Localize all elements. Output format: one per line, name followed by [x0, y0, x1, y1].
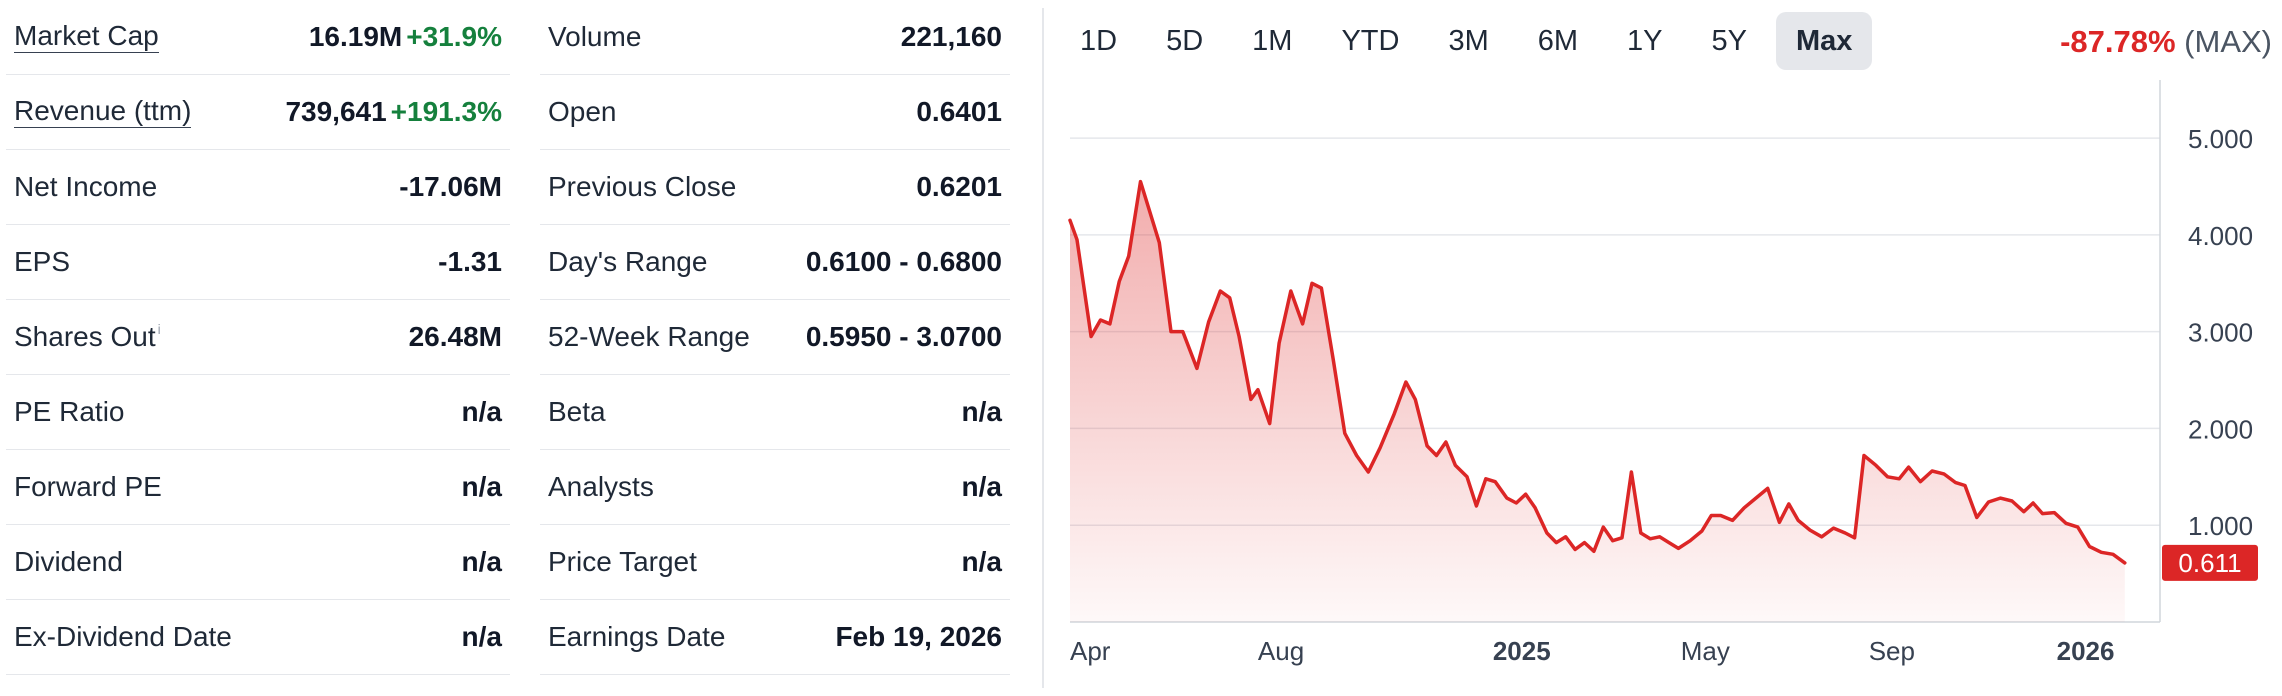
- stat-label: Analysts: [548, 471, 654, 502]
- y-tick-label: 2.000: [2188, 414, 2253, 444]
- range-button-max[interactable]: Max: [1776, 12, 1873, 70]
- y-tick-label: 1.000: [2188, 511, 2253, 541]
- stat-label: Open: [548, 96, 617, 127]
- stat-value: 221,160: [900, 21, 1002, 52]
- stat-value: n/a: [961, 546, 1002, 577]
- stat-value: n/a: [461, 396, 502, 427]
- x-tick-label: 2025: [1493, 636, 1551, 666]
- stats-table-left: Market Cap 16.19M +31.9% Revenue (ttm) 739,6…: [6, 0, 510, 675]
- range-button-1y[interactable]: 1Y: [1627, 25, 1663, 57]
- stat-change: +191.3%: [390, 96, 502, 127]
- range-button-5d[interactable]: 5D: [1166, 25, 1204, 57]
- x-tick-label: 2026: [2057, 636, 2115, 666]
- stat-label: Dividend: [14, 546, 123, 577]
- stat-label: Forward PE: [14, 471, 162, 502]
- column-divider: [1042, 8, 1044, 688]
- stat-value: 16.19M +31.9%: [308, 21, 502, 52]
- price-chart: 1.000 2.000 3.000 4.000 5.000 Apr Aug 2025 May Se…: [1068, 80, 2258, 666]
- stat-label: Price Target: [548, 546, 697, 577]
- performance-period: (MAX): [2184, 24, 2272, 59]
- stat-label[interactable]: Market Cap: [14, 20, 159, 53]
- stat-row-dividend: Dividend n/a: [6, 525, 510, 600]
- x-tick-label: Aug: [1258, 636, 1304, 666]
- stat-value: n/a: [961, 471, 1002, 502]
- range-button-1d[interactable]: 1D: [1080, 25, 1118, 57]
- x-tick-label: May: [1681, 636, 1730, 666]
- range-button-5y[interactable]: 5Y: [1711, 25, 1748, 57]
- stat-value: -17.06M: [399, 171, 502, 202]
- x-tick-label: Sep: [1869, 636, 1915, 666]
- info-icon[interactable]: i: [157, 321, 161, 337]
- stat-label: Previous Close: [548, 171, 737, 202]
- y-tick-label: 3.000: [2188, 318, 2253, 348]
- stat-value: n/a: [961, 396, 1002, 427]
- stat-label: Day's Range: [548, 246, 708, 277]
- stat-value: n/a: [461, 471, 502, 502]
- stat-label: Volume: [548, 21, 642, 52]
- price-line: [1068, 179, 2127, 565]
- last-price-badge: [2162, 544, 2258, 581]
- stat-value: 0.6401: [916, 96, 1002, 127]
- stat-label: 52-Week Range: [548, 321, 750, 352]
- stat-change: +31.9%: [406, 21, 502, 52]
- price-area: [1070, 181, 2125, 622]
- stat-label: PE Ratio: [14, 396, 125, 427]
- stat-row-revenue-ttm: Revenue (ttm) 739,641 +191.3%: [6, 75, 510, 150]
- stat-label: Net Income: [14, 171, 158, 202]
- stat-row-52-week-range: 52-Week Range 0.5950 - 3.0700: [540, 300, 1010, 375]
- last-price-label: 0.611: [2178, 548, 2241, 578]
- y-tick-label: 4.000: [2188, 221, 2253, 251]
- stat-row-market-cap: Market Cap 16.19M +31.9%: [6, 0, 510, 75]
- range-button-ytd[interactable]: YTD: [1341, 25, 1400, 57]
- stat-value: 739,641 +191.3%: [285, 96, 502, 127]
- stat-value: n/a: [461, 546, 502, 577]
- range-selector: 1D 5D 1M YTD 3M 6M 1Y 5Y Max: [1060, 12, 1881, 70]
- stat-label: Shares Out i: [14, 321, 161, 352]
- x-tick-label: Apr: [1070, 636, 1111, 666]
- performance-summary: -87.78% (MAX): [2060, 24, 2272, 60]
- stat-label: Beta: [548, 396, 606, 427]
- stat-row-volume: Volume 221,160: [540, 0, 1010, 75]
- stat-value: 0.6100 - 0.6800: [805, 246, 1002, 277]
- stats-table-right: Volume 221,160 Open 0.6401 Previous Close 0.6…: [540, 0, 1010, 675]
- stat-row-forward-pe: Forward PE n/a: [6, 450, 510, 525]
- y-tick-label: 5.000: [2188, 124, 2253, 154]
- stat-label: Ex-Dividend Date: [14, 621, 232, 652]
- stat-row-shares-out: Shares Out i 26.48M: [6, 300, 510, 375]
- stat-row-beta: Beta n/a: [540, 375, 1010, 450]
- stat-value: 26.48M: [408, 321, 502, 352]
- stat-label[interactable]: Revenue (ttm): [14, 95, 192, 128]
- stat-value: n/a: [461, 621, 502, 652]
- stat-row-pe-ratio: PE Ratio n/a: [6, 375, 510, 450]
- stat-row-day-s-range: Day's Range 0.6100 - 0.6800: [540, 225, 1010, 300]
- stat-row-previous-close: Previous Close 0.6201: [540, 150, 1010, 225]
- stat-row-eps: EPS -1.31: [6, 225, 510, 300]
- stat-row-earnings-date: Earnings Date Feb 19, 2026: [540, 600, 1010, 675]
- stat-value: 0.5950 - 3.0700: [805, 321, 1002, 352]
- range-button-3m[interactable]: 3M: [1448, 25, 1489, 57]
- stat-row-analysts: Analysts n/a: [540, 450, 1010, 525]
- stat-row-ex-dividend-date: Ex-Dividend Date n/a: [6, 600, 510, 675]
- performance-change: -87.78%: [2060, 24, 2176, 59]
- range-button-1m[interactable]: 1M: [1252, 25, 1293, 57]
- stat-row-open: Open 0.6401: [540, 75, 1010, 150]
- stat-value: Feb 19, 2026: [835, 621, 1002, 652]
- stat-value: 0.6201: [916, 171, 1002, 202]
- stat-label: Earnings Date: [548, 621, 726, 652]
- range-button-6m[interactable]: 6M: [1537, 25, 1579, 57]
- stat-value: -1.31: [438, 246, 502, 277]
- stat-row-price-target: Price Target n/a: [540, 525, 1010, 600]
- stat-label: EPS: [14, 246, 71, 277]
- stat-row-net-income: Net Income -17.06M: [6, 150, 510, 225]
